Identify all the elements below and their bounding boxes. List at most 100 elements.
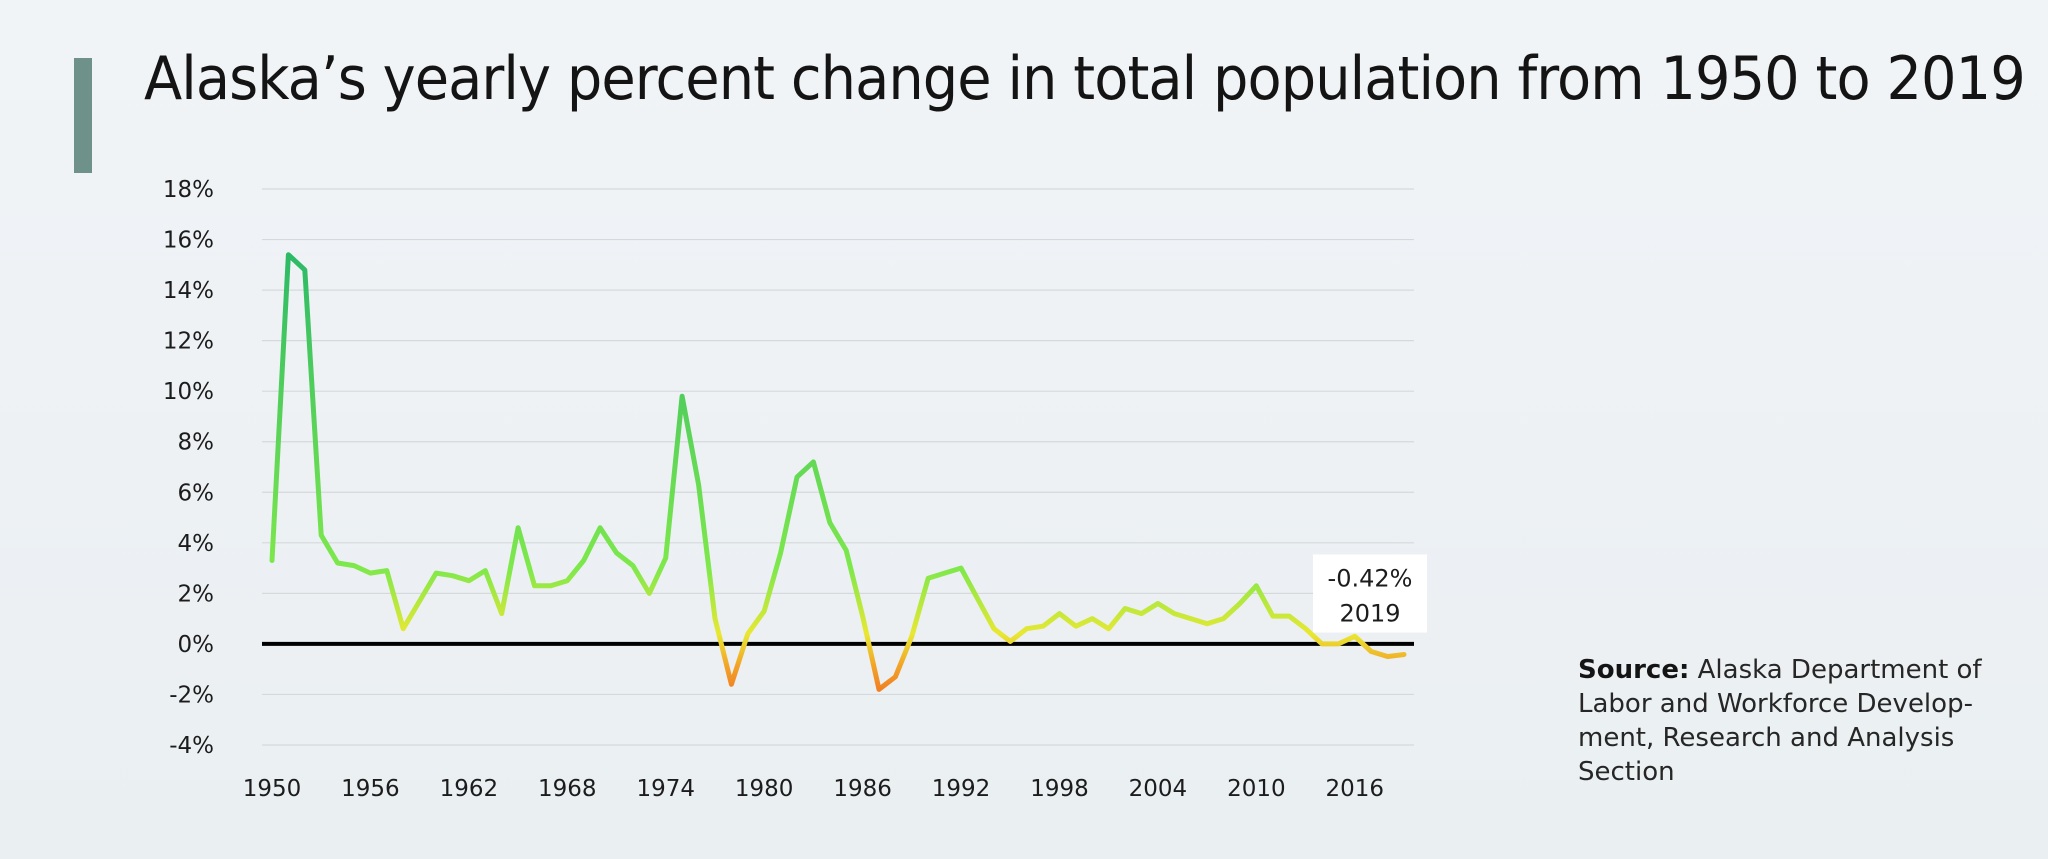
x-tick-label: 1968 [538, 776, 597, 802]
y-tick-label: -4% [169, 733, 214, 759]
data-point [811, 460, 816, 465]
y-tick-label: 10% [163, 379, 214, 405]
y-tick-label: -2% [169, 682, 214, 708]
data-point [302, 267, 307, 272]
y-tick-label: 16% [163, 228, 214, 254]
data-point [1123, 606, 1128, 611]
data-point [335, 561, 340, 566]
x-tick-label: 1950 [243, 776, 302, 802]
y-tick-label: 18% [163, 177, 214, 203]
data-point [1106, 626, 1111, 631]
title-accent-bar [74, 58, 92, 173]
x-tick-label: 1986 [833, 776, 892, 802]
data-point [827, 520, 832, 525]
data-point [548, 583, 553, 588]
data-point [1024, 626, 1029, 631]
data-point [778, 551, 783, 556]
data-point [384, 568, 389, 573]
data-point [1270, 614, 1275, 619]
data-point [352, 563, 357, 568]
data-point [417, 599, 422, 604]
y-axis-tick-labels: -4% -2% 0% 2% 4% 6% 8% 10% 12% 14% 16% 18% [163, 177, 214, 759]
data-point [1336, 642, 1341, 647]
data-point [991, 626, 996, 631]
data-point [1041, 624, 1046, 629]
data-point [1352, 634, 1357, 639]
data-point [631, 563, 636, 568]
x-tick-label: 2010 [1227, 776, 1286, 802]
data-point [975, 596, 980, 601]
data-point [270, 558, 275, 563]
data-point [368, 571, 373, 576]
data-point [795, 475, 800, 480]
source-text-line: Labor and Workforce Develop- [1578, 689, 1973, 719]
data-point [926, 576, 931, 581]
x-tick-label: 1974 [636, 776, 695, 802]
data-point [1254, 583, 1259, 588]
source-text-line: Alaska Department of [1697, 655, 1982, 685]
annotation-value-label: -0.42% [1328, 565, 1413, 593]
data-point [713, 616, 718, 621]
data-point [877, 687, 882, 692]
source-note: Source: Alaska Department of Labor and W… [1578, 653, 2018, 789]
y-tick-label: 8% [178, 430, 215, 456]
data-point [1057, 611, 1062, 616]
data-point [598, 525, 603, 530]
gridlines [262, 188, 1414, 746]
x-tick-label: 1992 [932, 776, 991, 802]
data-point [942, 571, 947, 576]
x-axis-tick-labels: 1950 1956 1962 1968 1974 1980 1986 1992 1998 2004… [243, 776, 1384, 802]
data-point [499, 611, 504, 616]
y-tick-label: 4% [178, 531, 215, 557]
x-tick-label: 2016 [1326, 776, 1385, 802]
data-point [762, 609, 767, 614]
data-point [1139, 611, 1144, 616]
data-point [844, 548, 849, 553]
data-point [286, 252, 291, 257]
data-point [1090, 616, 1095, 621]
data-point [909, 634, 914, 639]
x-tick-label: 2004 [1129, 776, 1188, 802]
series-layer [269, 252, 1407, 692]
end-value-annotation: -0.42% 2019 [1313, 554, 1427, 633]
data-point [1156, 601, 1161, 606]
data-point [893, 674, 898, 679]
data-point [1385, 654, 1390, 659]
data-point [1369, 649, 1374, 654]
data-point [466, 578, 471, 583]
y-tick-label: 14% [163, 278, 214, 304]
series-line [269, 252, 1407, 692]
data-point [450, 573, 455, 578]
data-point [1287, 614, 1292, 619]
x-tick-label: 1998 [1030, 776, 1089, 802]
y-tick-label: 6% [178, 480, 215, 506]
data-point [1205, 621, 1210, 626]
data-point [614, 551, 619, 556]
data-point [680, 394, 685, 399]
data-point [647, 591, 652, 596]
source-text-line: ment, Research and Analysis [1578, 723, 1955, 753]
data-point [1188, 616, 1193, 621]
x-tick-label: 1956 [341, 776, 400, 802]
data-point [729, 682, 734, 687]
source-text-line: Section [1578, 757, 1675, 787]
y-tick-label: 2% [178, 581, 215, 607]
data-point [516, 525, 521, 530]
data-point [581, 558, 586, 563]
annotation-year-label: 2019 [1339, 600, 1400, 628]
y-tick-label: 0% [178, 632, 215, 658]
data-point [959, 566, 964, 571]
annotation-box [1313, 554, 1427, 633]
x-tick-label: 1962 [440, 776, 499, 802]
y-tick-label: 12% [163, 329, 214, 355]
data-point [532, 583, 537, 588]
data-point [1238, 601, 1243, 606]
data-point [401, 626, 406, 631]
data-point [1320, 642, 1325, 647]
data-point [1221, 616, 1226, 621]
data-point [434, 571, 439, 576]
data-point [1402, 652, 1407, 657]
data-point [483, 568, 488, 573]
data-point [1073, 624, 1078, 629]
